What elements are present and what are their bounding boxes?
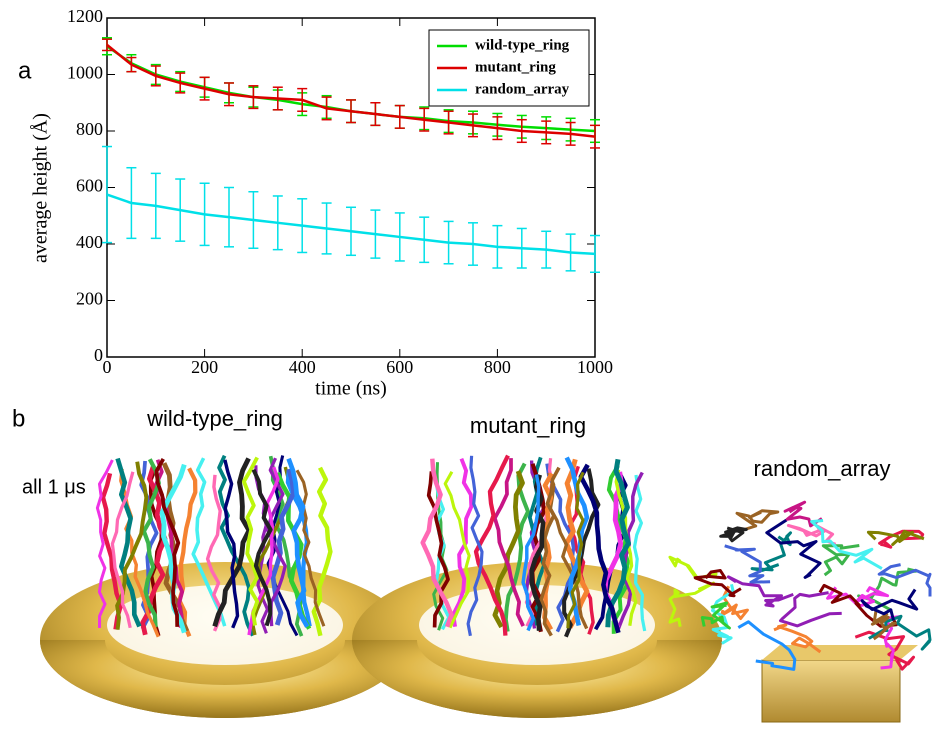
protein-strand (693, 569, 742, 598)
legend-label: wild-type_ring (475, 37, 570, 53)
y-tick-label: 0 (94, 345, 103, 365)
y-tick-label: 400 (76, 232, 103, 252)
protein-strand (539, 466, 561, 637)
y-tick-label: 600 (76, 176, 103, 196)
protein-strand (877, 563, 932, 597)
y-tick-label: 1200 (67, 6, 103, 26)
x-tick-label: 600 (386, 357, 413, 377)
protein-strand (529, 474, 546, 631)
protein-strand (786, 524, 837, 546)
protein-strand (451, 457, 474, 628)
x-axis-label: time (ns) (315, 378, 387, 400)
protein-strand (270, 468, 296, 626)
protein-strand (821, 544, 860, 577)
protein-strand (154, 457, 181, 627)
protein-strand (545, 463, 576, 633)
panel-label: b (12, 405, 25, 432)
y-axis-label: average height (Å) (30, 113, 52, 263)
protein-strand (578, 463, 621, 634)
gold-box-top (762, 645, 918, 660)
protein-strand (616, 471, 644, 630)
ring-front (40, 640, 410, 718)
illustrations (40, 454, 932, 723)
protein-strand (251, 468, 273, 627)
protein-strand (773, 623, 822, 654)
protein-strand (562, 468, 601, 638)
protein-strand (241, 456, 260, 626)
protein-strand (443, 470, 471, 629)
protein-strand (492, 470, 525, 629)
protein-strand (724, 544, 771, 584)
protein-strand (265, 457, 287, 627)
protein-strand (719, 526, 748, 543)
protein-strand (466, 455, 484, 637)
y-tick-label: 1000 (67, 63, 103, 83)
structure-label: wild-type_ring (146, 406, 283, 431)
protein-strand (614, 469, 638, 627)
legend-label: mutant_ring (475, 59, 556, 75)
protein-strand (878, 529, 925, 549)
panel-label: a (18, 57, 32, 84)
protein-strand (810, 519, 883, 570)
protein-strand (110, 471, 135, 629)
protein-strand (860, 588, 919, 621)
structure-label: random_array (754, 456, 891, 481)
protein-strand (735, 509, 780, 533)
protein-strand (212, 457, 252, 628)
protein-strand (783, 500, 823, 528)
legend-label: random_array (475, 81, 570, 97)
protein-strand (115, 457, 142, 628)
gold-box (761, 659, 901, 723)
structure-label: mutant_ring (470, 413, 586, 438)
protein-strand (765, 518, 822, 579)
protein-strand (95, 459, 114, 629)
protein-strand (521, 474, 541, 632)
x-tick-label: 0 (103, 357, 112, 377)
x-tick-label: 800 (484, 357, 511, 377)
protein-strand (295, 469, 326, 627)
x-tick-label: 1000 (577, 357, 613, 377)
protein-strand (566, 471, 585, 629)
y-tick-label: 200 (76, 289, 103, 309)
protein-strand (632, 474, 647, 632)
ring-front (352, 640, 722, 718)
series-line (106, 193, 596, 256)
y-tick-label: 800 (76, 119, 103, 139)
protein-strand (870, 609, 897, 641)
protein-strand (420, 458, 454, 628)
protein-strand (668, 581, 715, 627)
protein-strand (737, 620, 797, 671)
protein-strand (866, 529, 925, 546)
protein-strand (426, 471, 450, 628)
x-tick-label: 200 (191, 357, 218, 377)
protein-strand (700, 601, 731, 630)
protein-strand (177, 467, 198, 638)
protein-strand (779, 591, 842, 628)
protein-strand (286, 457, 310, 628)
protein-strand (726, 575, 794, 608)
protein-strand (217, 454, 255, 637)
protein-strand (115, 461, 149, 630)
protein-strand (492, 458, 525, 627)
protein-strand (750, 531, 792, 572)
protein-strand (854, 630, 915, 671)
protein-strand (223, 459, 240, 629)
protein-strand (205, 474, 222, 632)
x-tick-label: 400 (289, 357, 316, 377)
protein-strand (718, 585, 749, 620)
note: all 1 μs (22, 476, 86, 498)
series-line (106, 43, 596, 138)
protein-strand (605, 458, 631, 628)
